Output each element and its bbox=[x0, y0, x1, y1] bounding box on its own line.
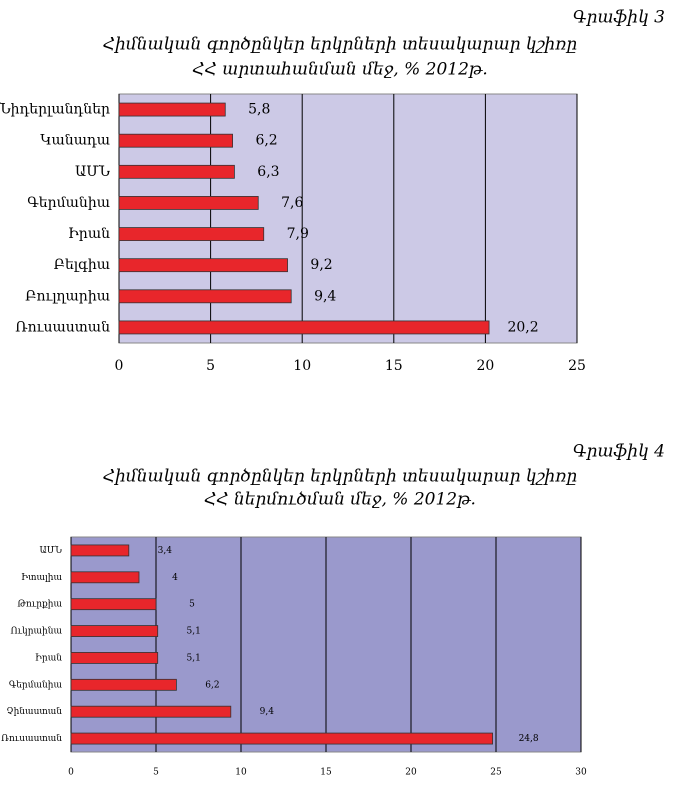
value-label: 24,8 bbox=[519, 734, 539, 744]
bar bbox=[118, 227, 265, 241]
x-tick-label: 15 bbox=[385, 358, 403, 374]
bar bbox=[70, 544, 130, 557]
category-label: ԱՄՆ bbox=[75, 164, 110, 180]
category-label: Բուլղարիա bbox=[25, 288, 110, 304]
bar bbox=[70, 732, 494, 745]
category-label: ԱՄՆ bbox=[39, 545, 62, 556]
x-tick-label: 30 bbox=[575, 768, 587, 778]
x-tick-label: 20 bbox=[476, 358, 494, 374]
value-label: 6,2 bbox=[205, 680, 219, 690]
x-tick-label: 5 bbox=[153, 768, 159, 778]
chart-title: Հիմնական գործընկեր երկրների տեսակարար կշ… bbox=[103, 35, 577, 55]
bar bbox=[70, 625, 159, 637]
value-label: 6,3 bbox=[257, 164, 279, 180]
category-label: Թուրքիա bbox=[17, 600, 62, 610]
x-tick-label: 20 bbox=[405, 768, 417, 778]
bar bbox=[70, 652, 159, 664]
bar bbox=[118, 133, 233, 148]
value-label: 3,4 bbox=[158, 546, 173, 556]
figure-label: Գրաֆիկ 4 bbox=[573, 442, 665, 462]
bar bbox=[70, 678, 177, 691]
x-tick-label: 0 bbox=[115, 358, 124, 374]
category-label: Իրան bbox=[35, 653, 62, 663]
bar bbox=[70, 598, 157, 611]
category-label: Նիդերլանդներ bbox=[0, 102, 110, 118]
chart-title: ՀՀ ներմուծման մեջ, % 2012թ. bbox=[204, 490, 476, 510]
figure-label: Գրաֆիկ 3 bbox=[573, 8, 665, 28]
value-label: 7,6 bbox=[281, 195, 303, 211]
value-label: 9,2 bbox=[310, 257, 332, 273]
bar bbox=[118, 320, 490, 335]
bar bbox=[118, 164, 235, 179]
plot-area bbox=[118, 93, 578, 344]
x-tick-label: 25 bbox=[568, 358, 586, 374]
value-label: 5 bbox=[189, 600, 195, 610]
value-label: 9,4 bbox=[260, 707, 275, 717]
value-label: 20,2 bbox=[507, 319, 538, 335]
bar bbox=[118, 102, 226, 117]
value-label: 4 bbox=[172, 573, 178, 583]
category-label: Չինաստան bbox=[6, 707, 62, 717]
category-label: Կանադա bbox=[40, 133, 110, 149]
bar bbox=[118, 196, 259, 210]
x-tick-label: 25 bbox=[490, 768, 502, 778]
bar bbox=[70, 571, 140, 584]
bar bbox=[118, 258, 288, 273]
x-tick-label: 10 bbox=[235, 768, 247, 778]
category-label: Իտալիա bbox=[21, 573, 62, 583]
category-label: Գերմանիա bbox=[27, 195, 110, 211]
x-tick-label: 0 bbox=[68, 768, 74, 778]
chart-title: ՀՀ արտահանման մեջ, % 2012թ. bbox=[192, 60, 488, 80]
x-tick-label: 10 bbox=[293, 358, 311, 374]
category-label: Ուկրաինա bbox=[11, 627, 63, 637]
category-label: Ռուսաստան bbox=[15, 319, 110, 335]
category-label: Ռուսաստան bbox=[1, 734, 62, 744]
x-tick-label: 5 bbox=[206, 358, 215, 374]
value-label: 7,9 bbox=[287, 226, 309, 242]
category-label: Գերմանիա bbox=[9, 680, 63, 690]
bar bbox=[70, 705, 232, 718]
value-label: 9,4 bbox=[314, 288, 336, 304]
value-label: 5,1 bbox=[187, 653, 201, 663]
value-label: 6,2 bbox=[255, 133, 277, 149]
category-label: Բելգիա bbox=[54, 257, 110, 273]
value-label: 5,8 bbox=[248, 102, 270, 118]
category-label: Իրան bbox=[68, 226, 110, 242]
bar bbox=[118, 289, 292, 304]
chart-title: Հիմնական գործընկեր երկրների տեսակարար կշ… bbox=[103, 467, 577, 487]
x-tick-label: 15 bbox=[320, 768, 332, 778]
value-label: 5,1 bbox=[187, 627, 201, 637]
